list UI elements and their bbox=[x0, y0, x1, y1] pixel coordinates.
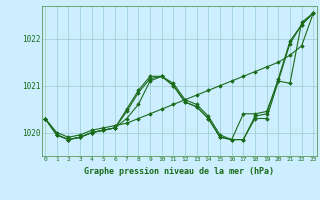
X-axis label: Graphe pression niveau de la mer (hPa): Graphe pression niveau de la mer (hPa) bbox=[84, 167, 274, 176]
